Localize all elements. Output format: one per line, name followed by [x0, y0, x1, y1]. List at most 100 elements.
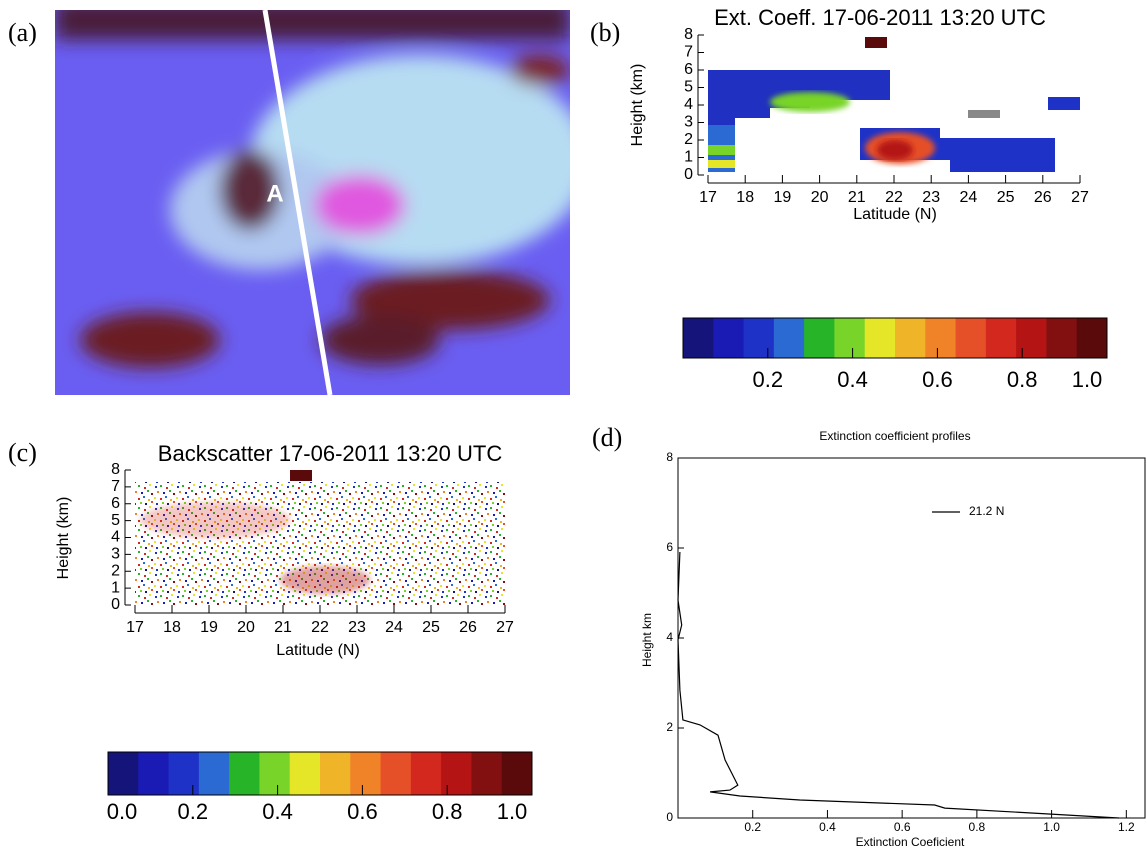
- y-tick-label: 2: [666, 720, 673, 734]
- y-tick-label: 4: [684, 96, 693, 113]
- colorbar-tick-label: 0.4: [837, 367, 868, 392]
- x-tick-label: 0.2: [744, 820, 761, 834]
- x-tick-label: 1.2: [1118, 820, 1135, 834]
- colorbar-tick-label: 0.0: [107, 799, 138, 824]
- colorbar-tick-label: 0.6: [347, 799, 378, 824]
- x-tick-label: 21: [274, 619, 292, 636]
- x-tick-label: 24: [960, 189, 978, 206]
- data-line: [677, 551, 1119, 819]
- colorbar-cell: [350, 752, 382, 795]
- colorbar-cell: [501, 752, 533, 795]
- y-tick-label: 0: [666, 810, 673, 824]
- y-tick-label: 7: [684, 44, 693, 61]
- colorbar-cell: [441, 752, 472, 795]
- colorbar-tick-label: 0.8: [432, 799, 463, 824]
- colorbar-cell: [138, 752, 170, 795]
- x-tick-label: 21: [848, 189, 866, 206]
- chart-title: Ext. Coeff. 17-06-2011 13:20 UTC: [714, 5, 1046, 30]
- colorbar-tick-label: 0.2: [178, 799, 209, 824]
- colorbar-cell: [229, 752, 260, 795]
- colorbar-cell: [925, 318, 957, 358]
- colorbar-cell: [683, 318, 714, 358]
- x-tick-label: 1.0: [1043, 820, 1060, 834]
- x-tick-label: 25: [997, 189, 1015, 206]
- legend-label: 21.2 N: [969, 504, 1004, 518]
- annotation: A: [266, 180, 283, 207]
- x-tick-label: 0.6: [894, 820, 911, 834]
- x-axis-label: Extinction Coeficient: [856, 835, 965, 849]
- colorbar-cell: [743, 318, 775, 358]
- chart-title: Extinction coefficient profiles: [819, 429, 970, 443]
- y-tick-label: 6: [684, 61, 693, 78]
- y-tick-label: 0: [111, 596, 120, 613]
- curtain-image: [708, 37, 1080, 172]
- y-tick-label: 1: [684, 149, 693, 166]
- panel-label: (c): [8, 438, 37, 467]
- x-tick-label: 19: [774, 189, 792, 206]
- x-tick-label: 17: [699, 189, 717, 206]
- x-tick-label: 23: [348, 619, 366, 636]
- colorbar-tick-label: 0.8: [1007, 367, 1038, 392]
- satellite-image: [55, 10, 570, 395]
- colorbar-cell: [864, 318, 896, 358]
- x-axis-label: Latitude (N): [276, 642, 360, 659]
- x-tick-label: 22: [311, 619, 329, 636]
- colorbar-cell: [985, 318, 1017, 358]
- colorbar-cell: [289, 752, 321, 795]
- x-tick-label: 26: [1034, 189, 1052, 206]
- panel-label: (a): [8, 18, 37, 47]
- y-tick-label: 2: [684, 131, 693, 148]
- x-tick-label: 20: [811, 189, 829, 206]
- colorbar-cell: [1016, 318, 1047, 358]
- x-tick-label: 0.4: [819, 820, 836, 834]
- y-tick-label: 6: [666, 540, 673, 554]
- colorbar-cell: [713, 318, 745, 358]
- colorbar-cell: [1046, 318, 1078, 358]
- colorbar-cell: [955, 318, 987, 358]
- y-tick-label: 7: [111, 478, 120, 495]
- y-tick-label: 4: [666, 630, 673, 644]
- x-tick-label: 19: [200, 619, 218, 636]
- colorbar-cell: [108, 752, 139, 795]
- y-tick-label: 5: [111, 512, 120, 529]
- x-tick-label: 26: [459, 619, 477, 636]
- y-tick-label: 5: [684, 79, 693, 96]
- y-axis-label: Height (km): [55, 497, 72, 580]
- x-tick-label: 20: [237, 619, 255, 636]
- colorbar-tick-label: 1.0: [1072, 367, 1103, 392]
- x-tick-label: 18: [736, 189, 754, 206]
- x-tick-label: 27: [1071, 189, 1089, 206]
- x-axis-label: Latitude (N): [853, 206, 937, 223]
- colorbar-cell: [834, 318, 866, 358]
- y-tick-label: 8: [666, 450, 673, 464]
- colorbar-cell: [198, 752, 230, 795]
- colorbar-cell: [773, 318, 805, 358]
- colorbar-cell: [380, 752, 412, 795]
- colorbar-tick-label: 0.2: [753, 367, 784, 392]
- colorbar-cell: [1076, 318, 1108, 358]
- x-tick-label: 25: [422, 619, 440, 636]
- colorbar-cell: [895, 318, 926, 358]
- colorbar-cell: [804, 318, 835, 358]
- y-axis-label: Height (km): [629, 64, 646, 147]
- x-tick-label: 24: [385, 619, 403, 636]
- y-tick-label: 3: [111, 546, 120, 563]
- panel-label: (d): [592, 423, 622, 452]
- y-tick-label: 8: [111, 461, 120, 478]
- colorbar-frame: [682, 317, 1108, 359]
- x-tick-label: 27: [496, 619, 514, 636]
- y-tick-label: 4: [111, 529, 120, 546]
- y-tick-label: 2: [111, 562, 120, 579]
- colorbar-cell: [259, 752, 291, 795]
- panel-label: (b): [590, 18, 620, 47]
- x-tick-label: 17: [126, 619, 144, 636]
- y-tick-label: 6: [111, 495, 120, 512]
- x-tick-label: 0.8: [969, 820, 986, 834]
- y-tick-label: 8: [684, 26, 693, 43]
- x-tick-label: 18: [163, 619, 181, 636]
- colorbar-cell: [471, 752, 503, 795]
- colorbar-frame: [107, 751, 533, 796]
- y-tick-label: 0: [684, 166, 693, 183]
- colorbar-cell: [320, 752, 351, 795]
